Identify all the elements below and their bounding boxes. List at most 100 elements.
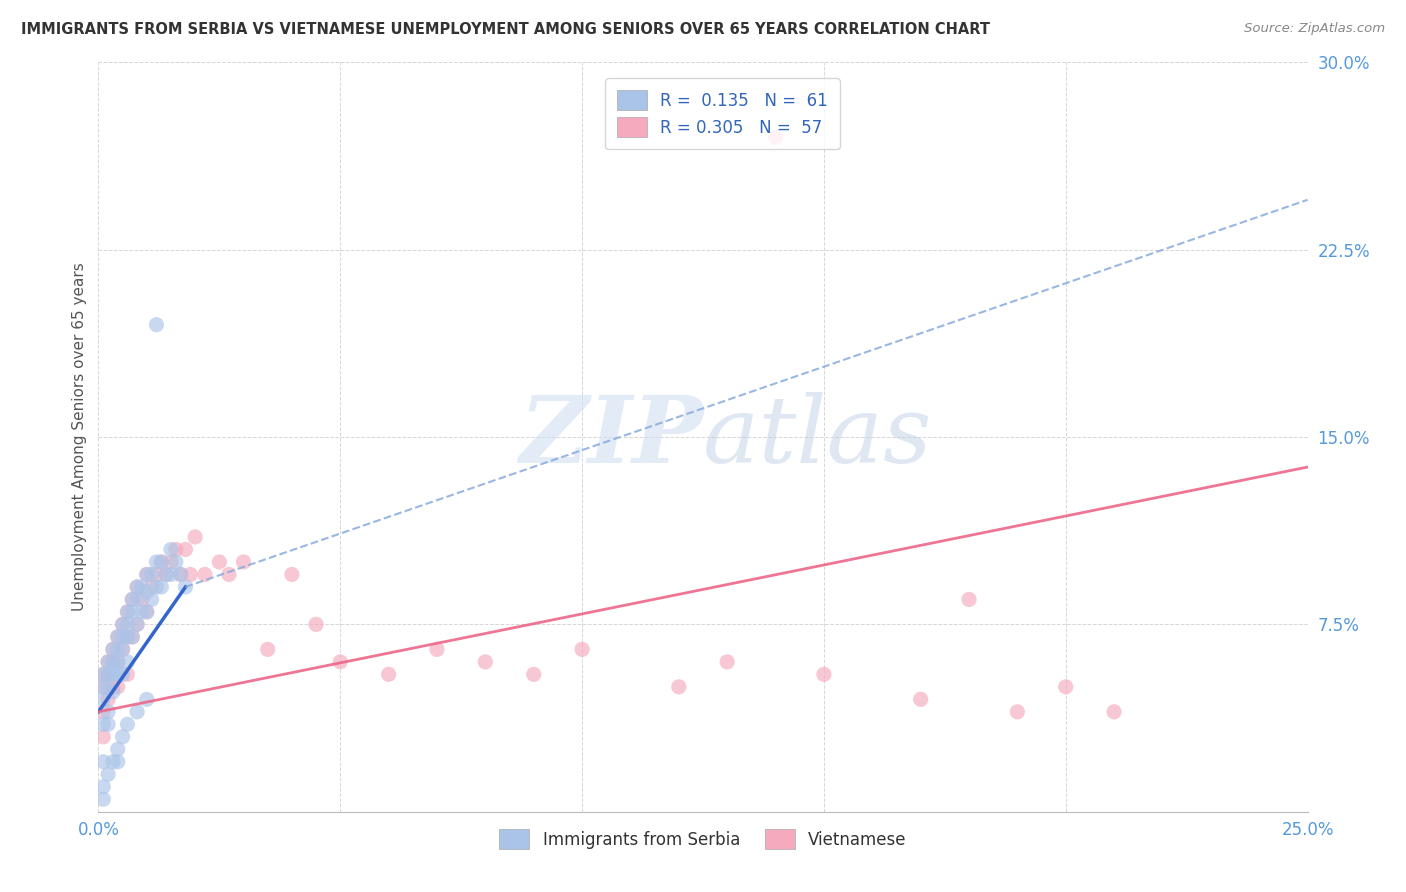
Point [117,605,139,619]
Point [121,592,143,607]
Point [121,630,143,644]
Point [145,567,167,582]
Point [101,667,124,681]
Point [813,667,835,681]
Point [91,755,114,769]
Point [179,567,201,582]
Point [111,617,134,632]
Point [97,692,120,706]
Point [474,655,496,669]
Point [141,567,163,582]
Point [117,630,139,644]
Point [91,717,114,731]
Point [91,692,114,706]
Point [107,680,129,694]
Point [160,567,183,582]
Point [97,667,120,681]
Point [160,555,183,569]
Point [523,667,546,681]
Point [165,555,187,569]
Point [150,555,173,569]
Point [377,667,399,681]
Point [97,705,120,719]
Point [141,592,163,607]
Text: Source: ZipAtlas.com: Source: ZipAtlas.com [1244,22,1385,36]
Point [97,680,120,694]
Point [256,642,278,657]
Point [571,642,593,657]
Point [97,717,120,731]
Point [111,642,134,657]
Point [145,318,167,332]
Point [97,655,120,669]
Point [111,630,134,644]
Point [101,680,124,694]
Text: ZIP: ZIP [519,392,703,482]
Point [135,605,157,619]
Point [145,580,167,594]
Point [1102,705,1125,719]
Point [155,567,177,582]
Point [135,585,157,599]
Point [957,592,980,607]
Point [121,630,143,644]
Point [155,567,177,582]
Point [127,617,149,632]
Point [174,580,197,594]
Point [141,580,163,594]
Point [107,755,129,769]
Point [107,742,129,756]
Point [668,680,690,694]
Point [1007,705,1029,719]
Point [101,755,124,769]
Point [131,580,153,594]
Point [127,705,149,719]
Point [174,542,197,557]
Point [305,617,328,632]
Point [111,617,134,632]
Point [107,667,129,681]
Text: IMMIGRANTS FROM SERBIA VS VIETNAMESE UNEMPLOYMENT AMONG SENIORS OVER 65 YEARS CO: IMMIGRANTS FROM SERBIA VS VIETNAMESE UNE… [21,22,990,37]
Point [91,667,114,681]
Point [218,567,240,582]
Point [232,555,254,569]
Point [135,567,157,582]
Point [101,655,124,669]
Point [135,567,157,582]
Point [127,592,149,607]
Point [91,680,114,694]
Text: atlas: atlas [703,392,932,482]
Point [91,792,114,806]
Point [91,667,114,681]
Point [145,555,167,569]
Point [135,605,157,619]
Point [160,542,183,557]
Point [111,730,134,744]
Point [111,642,134,657]
Point [101,660,124,674]
Point [169,567,191,582]
Point [121,605,143,619]
Point [107,642,129,657]
Point [91,705,114,719]
Point [117,605,139,619]
Point [127,580,149,594]
Point [91,780,114,794]
Point [107,630,129,644]
Point [101,642,124,657]
Point [329,655,352,669]
Point [165,542,187,557]
Point [101,685,124,699]
Point [117,667,139,681]
Point [97,655,120,669]
Point [97,667,120,681]
Point [194,567,217,582]
Point [150,580,173,594]
Point [1054,680,1077,694]
Point [281,567,304,582]
Point [184,530,207,544]
Point [135,692,157,706]
Point [169,567,191,582]
Point [716,655,738,669]
Point [208,555,231,569]
